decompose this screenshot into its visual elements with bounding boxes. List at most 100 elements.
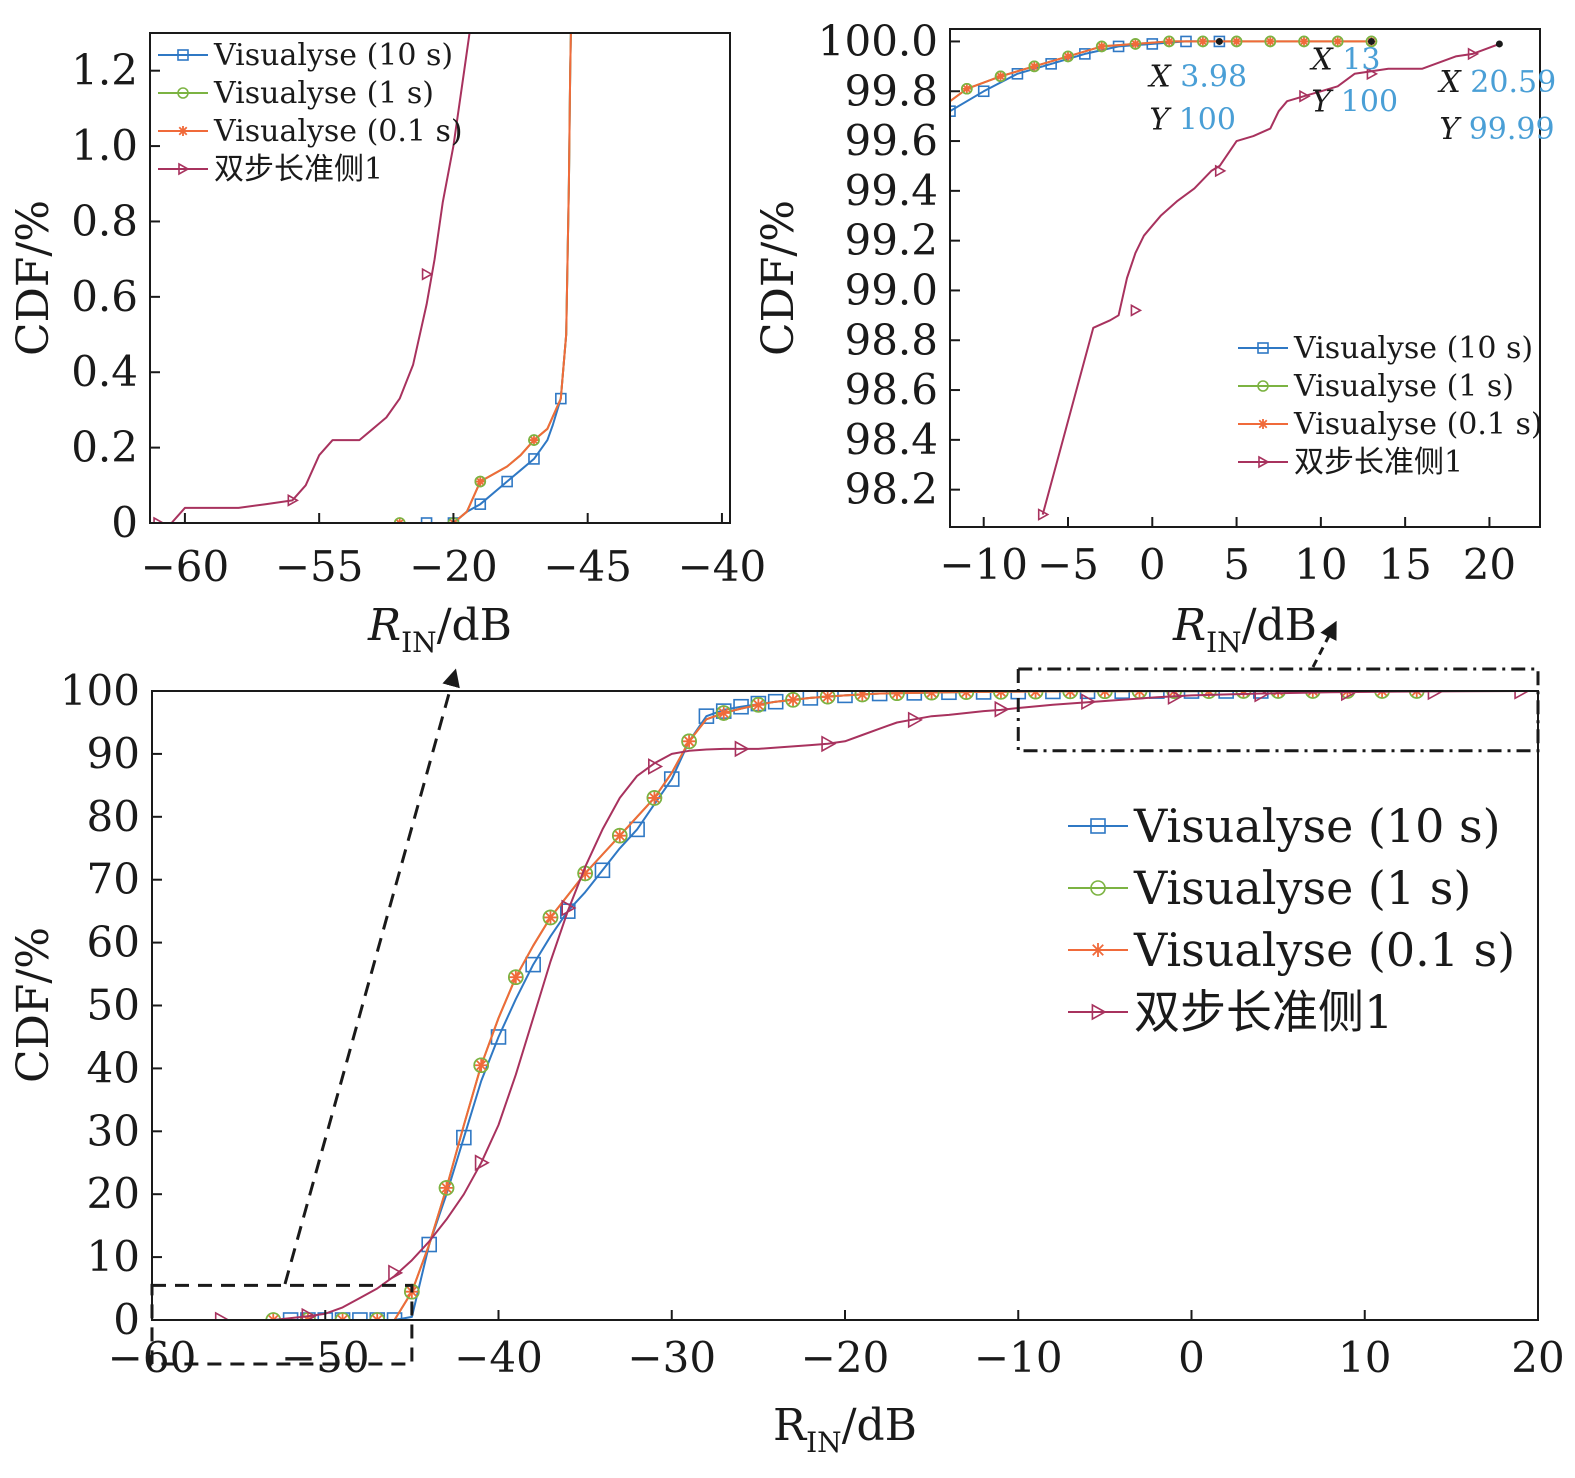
data-point-overlay-bm-2-18 — [889, 691, 905, 701]
y-tick-label-bm-7: 70 — [87, 855, 140, 904]
annotation-y-0: Y 100 — [1149, 102, 1236, 137]
data-point-bm-2-10 — [612, 828, 627, 843]
y-tick-label-tr-3: 98.8 — [844, 315, 938, 364]
data-point-overlay-tl-2-3 — [528, 434, 540, 446]
annotation-y-key-2: Y — [1439, 112, 1468, 147]
data-point-bm-2-6 — [474, 1058, 489, 1073]
annotation-x-value-1: 13 — [1342, 42, 1380, 77]
y-tick-label-bm-8: 80 — [87, 792, 140, 841]
series-bm-0 — [273, 691, 1269, 1320]
x-axis-title-top-left: RIN/dB — [367, 600, 512, 659]
x-axis-title-sub-top-left: IN — [401, 626, 437, 659]
x-tick-label-tr-1: −5 — [1037, 540, 1099, 589]
y-tick-label-bm-6: 60 — [87, 918, 140, 967]
annotation-y-key-1: Y — [1311, 84, 1340, 119]
data-point-overlay-bm-2-16 — [819, 691, 836, 705]
y-tick-label-bm-9: 90 — [87, 729, 140, 778]
data-point-overlay-bm-2-13 — [715, 705, 732, 721]
legend-marker-tl-legend-1 — [177, 87, 189, 99]
y-tick-label-tr-6: 99.4 — [844, 166, 938, 215]
legend-label-bm-legend-0: Visualyse (10 s) — [1133, 799, 1501, 853]
zoom-region-1 — [1016, 667, 1540, 753]
x-tick-label-bm-5: −10 — [974, 1333, 1063, 1382]
data-point-tr-0-1 — [977, 85, 990, 98]
series-line-bm-3 — [152, 691, 1538, 1320]
annotation-y-key-0: Y — [1149, 102, 1178, 137]
annotation-y-value-1: 100 — [1341, 84, 1398, 119]
data-point-overlay-tr-2-3 — [1062, 50, 1074, 63]
frame-top-left — [149, 32, 731, 524]
data-point-bm-2-5 — [439, 1180, 454, 1195]
x-axis-title-main-top-right: R — [1172, 600, 1206, 651]
data-point-overlay-bm-2-6 — [473, 1057, 489, 1074]
annotation-y-1: Y 100 — [1311, 84, 1398, 119]
y-axis-bottom: 0 10 20 30 40 50 60 70 80 90 100 — [60, 666, 162, 1344]
data-point-bm-3-10 — [1081, 693, 1097, 711]
data-point-bm-0-13 — [629, 821, 645, 838]
legend-marker-tr-legend-1 — [1257, 380, 1269, 392]
x-tick-label-bm-7: 10 — [1338, 1333, 1391, 1382]
x-axis-top-left: −60 −55 −20 −45 −40 — [141, 513, 766, 591]
data-point-tr-3-4 — [1366, 67, 1379, 81]
x-tick-label-bm-3: −30 — [627, 1333, 716, 1382]
annotation-x-key-1: X — [1309, 42, 1342, 77]
data-point-tr-2-0 — [961, 83, 972, 94]
zoom-regions-bottom — [150, 667, 1540, 1366]
data-point-tl-3-1 — [287, 494, 299, 507]
y-tick-label-bm-3: 30 — [87, 1106, 140, 1155]
y-tick-label-tr-5: 99.2 — [844, 216, 938, 265]
data-point-bm-2-19 — [924, 691, 939, 700]
y-tick-label-tl-3: 0.6 — [71, 272, 138, 321]
data-point-bm-0-4 — [352, 1312, 368, 1320]
data-point-bm-3-2 — [388, 1264, 404, 1282]
annotation-point-0 — [1215, 37, 1223, 45]
x-tick-label-tl-0: −60 — [141, 542, 230, 591]
frame-top-right — [949, 28, 1541, 528]
data-point-tr-0-0 — [950, 105, 956, 117]
legend-label-tl-legend-2: Visualyse (0.1 s) — [213, 114, 463, 149]
legend-label-tr-legend-2: Visualyse (0.1 s) — [1293, 407, 1543, 442]
data-point-bm-0-6 — [386, 1312, 403, 1320]
data-point-bm-2-17 — [855, 691, 870, 702]
x-tick-label-bm-2: −40 — [454, 1333, 543, 1382]
data-point-bm-2-13 — [716, 706, 731, 721]
data-point-overlay-tl-2-2 — [474, 475, 487, 488]
data-point-overlay-bm-2-11 — [646, 790, 663, 806]
data-point-bm-3-11 — [1167, 691, 1183, 706]
series-line-tl-3 — [158, 33, 471, 523]
legend-label-tr-legend-1: Visualyse (1 s) — [1293, 369, 1514, 404]
data-point-bm-2-18 — [889, 691, 904, 701]
y-tick-label-tl-5: 1.0 — [71, 121, 138, 170]
data-point-tr-3-0 — [1037, 508, 1050, 521]
data-point-bm-2-9 — [578, 866, 593, 881]
data-point-overlay-bm-2-14 — [750, 697, 767, 713]
annotation-x-value-0: 3.98 — [1180, 59, 1247, 94]
x-tick-label-tr-2: 0 — [1139, 540, 1166, 589]
data-point-tl-0-0 — [420, 517, 433, 523]
legend-top-left: Visualyse (10 s)Visualyse (1 s)Visualyse… — [158, 38, 463, 187]
data-point-tl-3-0 — [153, 516, 165, 523]
y-axis-title-top-right: CDF/% — [753, 200, 804, 356]
legend-label-tl-legend-3: 双步长准侧1 — [214, 152, 383, 187]
legend-label-tl-legend-1: Visualyse (1 s) — [213, 76, 434, 111]
legend-marker-bm-legend-1 — [1090, 880, 1106, 896]
data-point-overlay-tr-2-11 — [1331, 35, 1344, 48]
data-point-overlay-bm-2-5 — [438, 1180, 455, 1196]
data-point-overlay-bm-2-2 — [334, 1312, 351, 1320]
plot-area-top-left — [153, 33, 572, 523]
y-tick-label-tr-2: 98.6 — [844, 365, 938, 414]
data-point-bm-2-7 — [508, 970, 523, 985]
data-point-overlay-tr-2-12 — [1365, 35, 1378, 48]
x-axis-title-unit-top-left: /dB — [437, 600, 512, 651]
data-point-tr-2-5 — [1130, 38, 1141, 49]
x-tick-label-bm-6: 0 — [1178, 1333, 1205, 1382]
y-axis-title-bottom: CDF/% — [8, 927, 59, 1083]
x-tick-label-tr-0: −10 — [939, 540, 1028, 589]
data-point-bm-0-8 — [456, 1129, 472, 1146]
data-point-tr-2-2 — [1029, 61, 1040, 72]
data-point-bm-0-12 — [594, 862, 611, 879]
legend-label-bm-legend-1: Visualyse (1 s) — [1133, 861, 1471, 915]
data-point-tl-2-2 — [475, 476, 486, 487]
data-point-tr-2-3 — [1063, 51, 1073, 62]
data-point-overlay-tr-2-5 — [1129, 38, 1142, 50]
